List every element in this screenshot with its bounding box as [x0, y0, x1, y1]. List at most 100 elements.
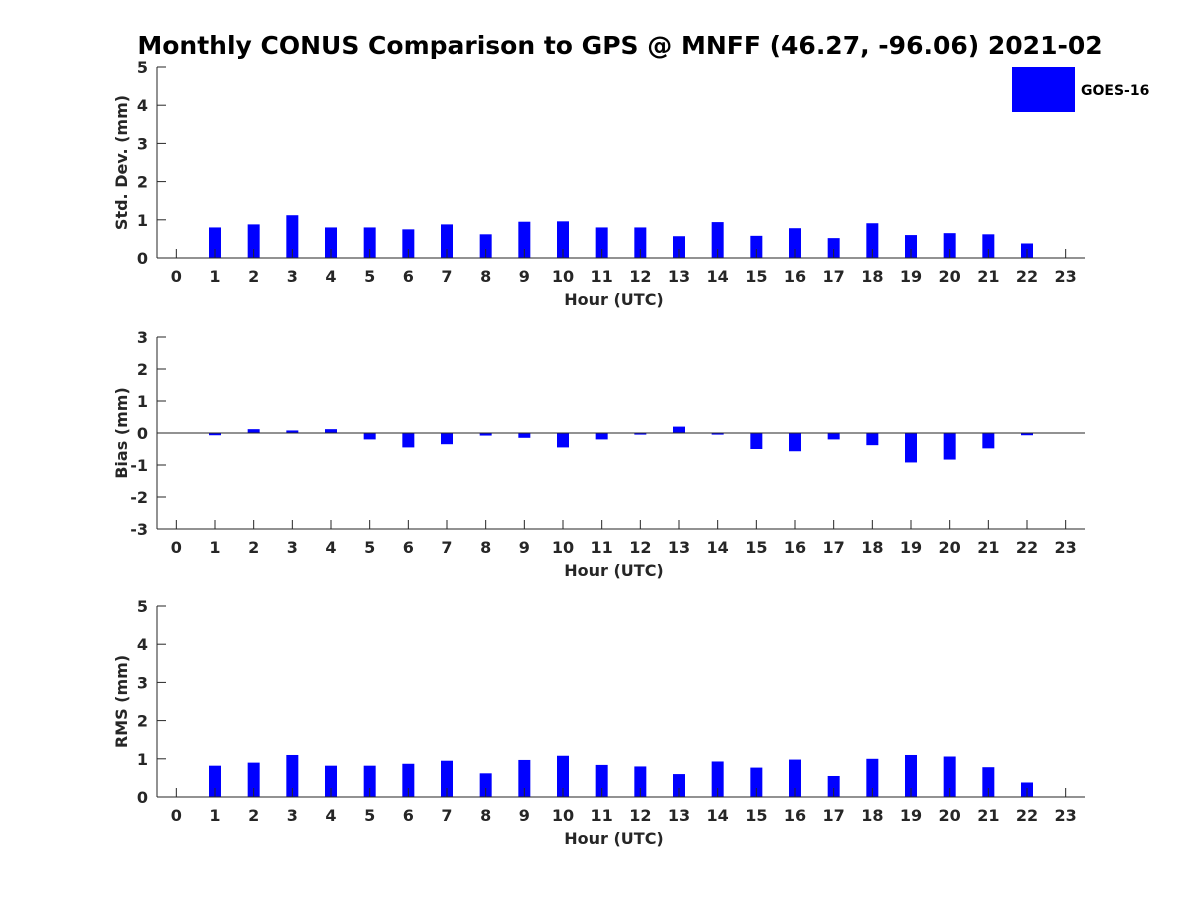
bias-bar-hour-6 — [402, 433, 415, 448]
std-dev-xtick-label: 12 — [629, 267, 651, 286]
std-dev-bar-hour-2 — [247, 224, 260, 258]
std-dev-bar-hour-19 — [905, 235, 917, 258]
rms-ytick-label: 5 — [137, 597, 148, 616]
bias-bar-hour-22 — [1021, 433, 1033, 436]
rms-bar-hour-18 — [866, 758, 879, 797]
bias-xtick-label: 21 — [977, 538, 999, 557]
std-dev-bar-hour-16 — [789, 228, 801, 258]
rms-xtick-label: 15 — [745, 806, 767, 825]
bias-bar-hour-12 — [634, 433, 647, 435]
bias-bar-hour-15 — [750, 433, 763, 449]
rms-xtick-label: 23 — [1055, 806, 1077, 825]
std-dev-xtick-label: 16 — [784, 267, 806, 286]
bias-ytick-label: -2 — [130, 488, 148, 507]
std-dev-xtick-label: 19 — [900, 267, 922, 286]
rms-xtick-label: 18 — [861, 806, 883, 825]
bias-xtick-label: 14 — [707, 538, 729, 557]
rms-xtick-label: 19 — [900, 806, 922, 825]
std-dev-xtick-label: 14 — [707, 267, 729, 286]
rms-ytick-label: 4 — [137, 635, 148, 654]
bias-xtick-label: 20 — [939, 538, 961, 557]
bias-xlabel: Hour (UTC) — [564, 561, 664, 580]
rms-xtick-label: 17 — [823, 806, 845, 825]
bias-xtick-label: 18 — [861, 538, 883, 557]
std-dev-xtick-label: 20 — [939, 267, 961, 286]
rms-bar-hour-2 — [247, 762, 260, 797]
rms-bar-hour-14 — [711, 761, 724, 797]
bias-bar-hour-19 — [905, 433, 917, 463]
rms-bar-hour-6 — [402, 763, 415, 797]
rms-xtick-label: 2 — [248, 806, 259, 825]
bias-xtick-label: 0 — [171, 538, 182, 557]
rms-xtick-label: 11 — [591, 806, 613, 825]
bias-bar-hour-13 — [673, 426, 685, 433]
std-dev-bar-hour-8 — [479, 234, 492, 258]
bias-xtick-label: 2 — [248, 538, 259, 557]
bias-bar-hour-17 — [827, 433, 840, 440]
std-dev-xtick-label: 17 — [823, 267, 845, 286]
rms-bar-hour-17 — [827, 775, 840, 797]
std-dev-xtick-label: 9 — [519, 267, 530, 286]
std-dev-xtick-label: 18 — [861, 267, 883, 286]
std-dev-xtick-label: 8 — [480, 267, 491, 286]
bias-xtick-label: 15 — [745, 538, 767, 557]
std-dev-bar-hour-17 — [827, 238, 840, 258]
rms-bar-hour-16 — [789, 759, 801, 797]
std-dev-xtick-label: 3 — [287, 267, 298, 286]
legend: GOES-16 — [1012, 67, 1149, 112]
bias-bar-hour-9 — [518, 433, 531, 438]
std-dev-xtick-label: 0 — [171, 267, 182, 286]
chart-title: Monthly CONUS Comparison to GPS @ MNFF (… — [137, 31, 1102, 60]
rms-ytick-label: 3 — [137, 673, 148, 692]
std-dev-xtick-label: 10 — [552, 267, 574, 286]
bias-bar-hour-5 — [363, 433, 376, 440]
bias-xtick-label: 23 — [1055, 538, 1077, 557]
rms-xtick-label: 20 — [939, 806, 961, 825]
std-dev-bar-hour-13 — [673, 236, 685, 258]
bias-bar-hour-2 — [247, 429, 260, 433]
rms-bar-hour-9 — [518, 759, 531, 797]
std-dev-xlabel: Hour (UTC) — [564, 290, 664, 309]
rms-ytick-label: 2 — [137, 712, 148, 731]
rms-bar-hour-5 — [363, 765, 376, 797]
bias-bar-hour-4 — [325, 429, 337, 433]
rms-bar-hour-13 — [673, 774, 685, 797]
rms-xtick-label: 16 — [784, 806, 806, 825]
bias-bar-hour-7 — [441, 433, 453, 445]
rms-ytick-label: 0 — [137, 788, 148, 807]
rms-bar-hour-8 — [479, 773, 492, 797]
std-dev-bar-hour-14 — [711, 222, 724, 258]
std-dev-ytick-label: 0 — [137, 249, 148, 268]
std-dev-bar-hour-21 — [982, 234, 995, 258]
rms-xtick-label: 5 — [364, 806, 375, 825]
bias-ytick-label: 3 — [137, 328, 148, 347]
bias-xtick-label: 17 — [823, 538, 845, 557]
std-dev-xtick-label: 6 — [403, 267, 414, 286]
rms-xtick-label: 10 — [552, 806, 574, 825]
bias-bar-hour-14 — [711, 433, 724, 435]
rms-bar-hour-15 — [750, 767, 763, 797]
std-dev-ytick-label: 4 — [137, 96, 148, 115]
rms-xtick-label: 3 — [287, 806, 298, 825]
rms-xtick-label: 0 — [171, 806, 182, 825]
bias-xtick-label: 11 — [591, 538, 613, 557]
std-dev-ytick-label: 3 — [137, 134, 148, 153]
rms-bar-hour-21 — [982, 767, 995, 797]
std-dev-xtick-label: 13 — [668, 267, 690, 286]
rms-xtick-label: 8 — [480, 806, 491, 825]
std-dev-bar-hour-3 — [286, 215, 299, 258]
bias-ylabel: Bias (mm) — [112, 387, 131, 479]
legend-label: GOES-16 — [1081, 83, 1149, 99]
std-dev-ytick-label: 2 — [137, 173, 148, 192]
rms-xtick-label: 9 — [519, 806, 530, 825]
bias-ytick-label: -3 — [130, 520, 148, 539]
std-dev-xtick-label: 23 — [1055, 267, 1077, 286]
bias-xtick-label: 22 — [1016, 538, 1038, 557]
std-dev-bar-hour-9 — [518, 221, 531, 258]
rms-ylabel: RMS (mm) — [112, 655, 131, 748]
std-dev-bar-hour-11 — [595, 227, 608, 258]
